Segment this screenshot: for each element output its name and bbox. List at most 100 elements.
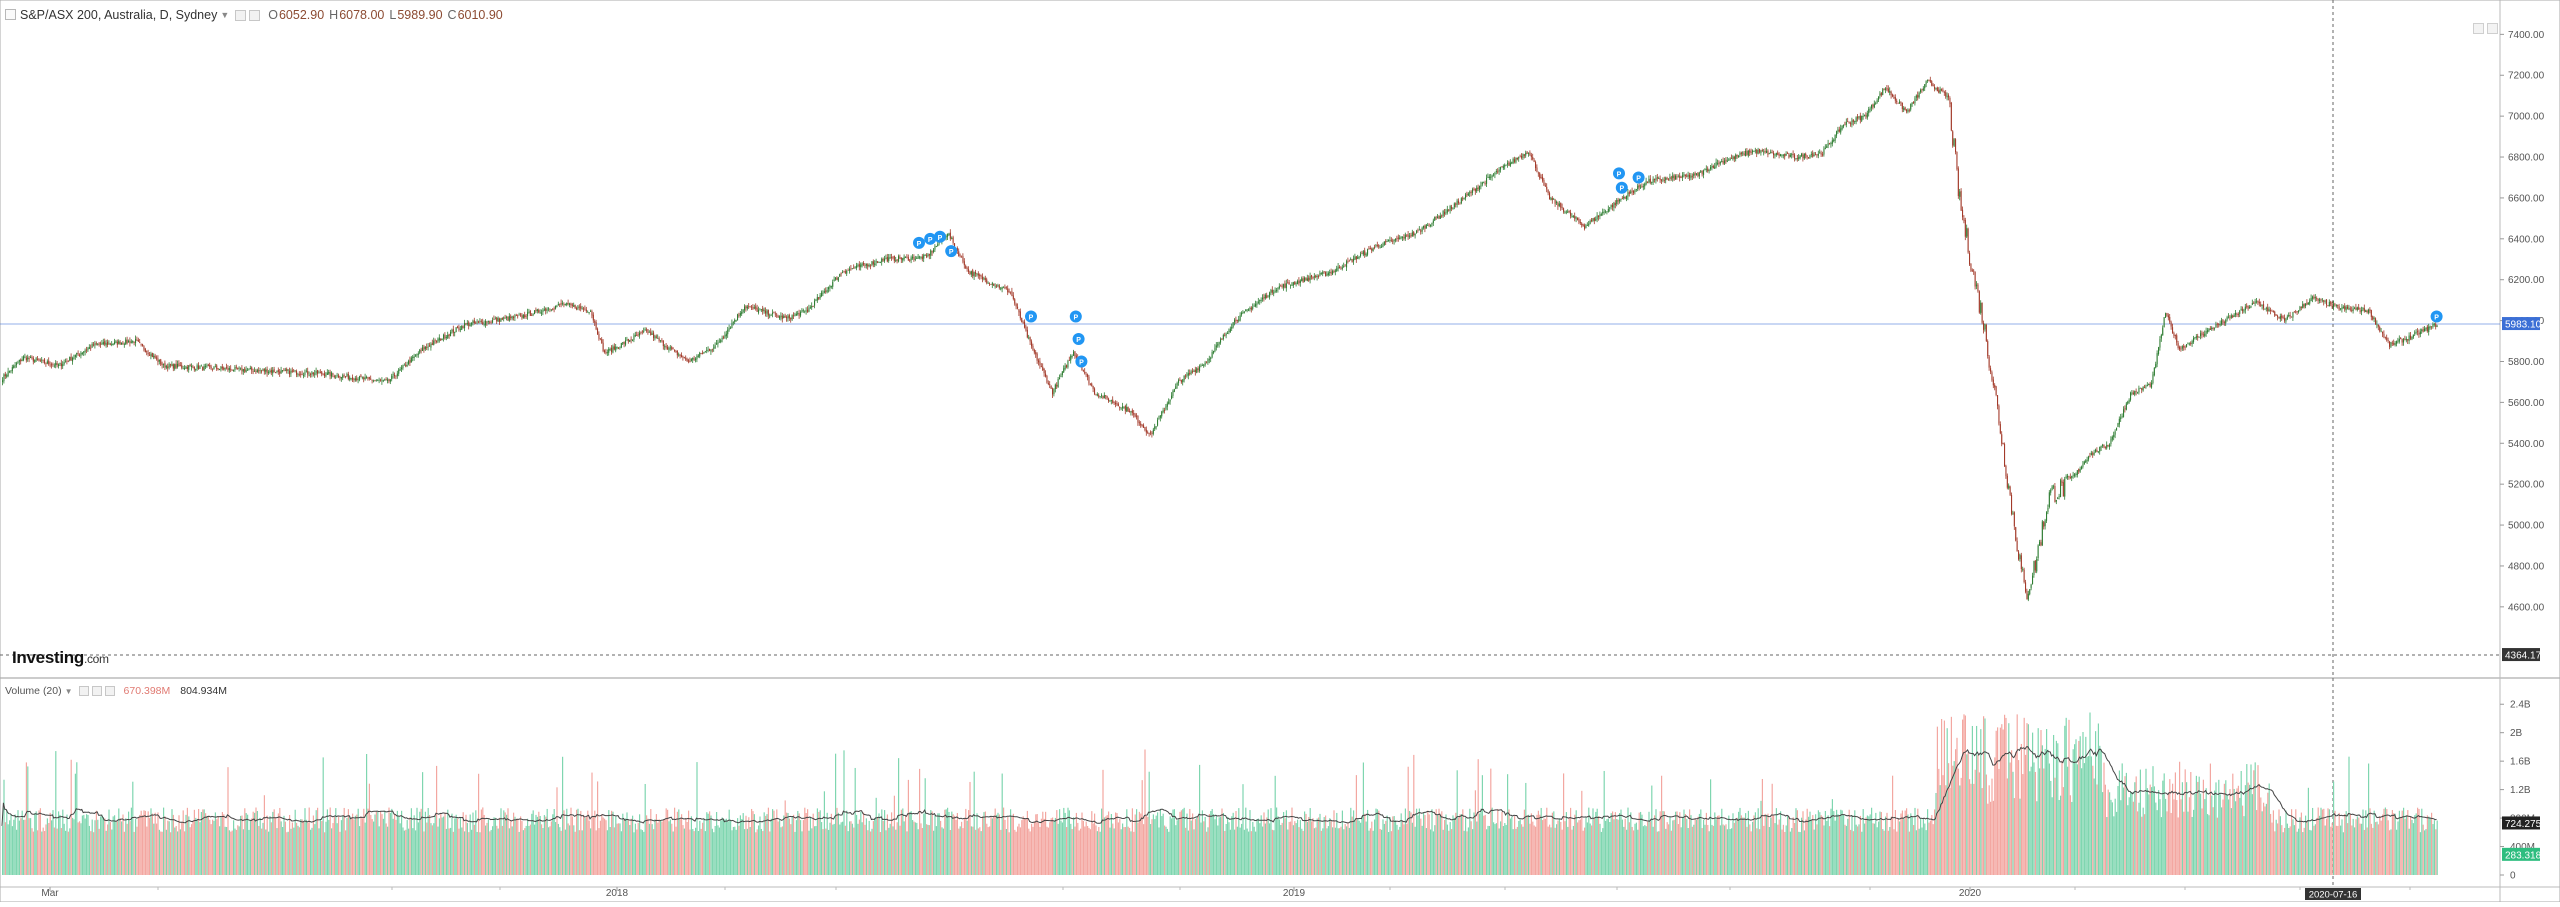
candle-body [925, 255, 926, 256]
candle-body [876, 261, 877, 263]
candle-body [1038, 361, 1039, 363]
candle-body [2375, 318, 2376, 324]
volume-bar [764, 812, 765, 875]
candle-body [1963, 218, 1964, 221]
candle-body [2236, 314, 2237, 315]
volume-bar [213, 821, 214, 875]
volume-bar [922, 828, 923, 875]
volume-bar [1930, 821, 1931, 875]
candle-body [775, 314, 776, 315]
volume-bar [1731, 828, 1732, 875]
candle-body [2077, 470, 2078, 475]
volume-bar [771, 819, 772, 875]
volume-bar [899, 826, 900, 875]
candle-body [376, 381, 377, 382]
candle-body [2189, 344, 2190, 345]
candle-body [1839, 130, 1840, 132]
candle-body [2410, 336, 2411, 339]
candle-body [184, 368, 185, 369]
volume-bar [1083, 821, 1084, 875]
candle-body [1765, 151, 1766, 152]
candle-body [2385, 337, 2386, 338]
volume-bar [517, 819, 518, 875]
candle-body [2140, 388, 2141, 389]
volume-bar [1973, 784, 1974, 875]
candle-body [139, 342, 140, 343]
candle-body [1083, 370, 1084, 371]
candle-body [344, 375, 345, 376]
volume-bar [240, 816, 241, 875]
candle-body [481, 321, 482, 322]
volume-bar [632, 816, 633, 875]
candle-body [1717, 163, 1718, 164]
candle-body [1539, 173, 1540, 178]
volume-bar [1716, 819, 1717, 875]
candle-body [1424, 226, 1425, 229]
volume-bar [64, 824, 65, 875]
candle-body [642, 331, 643, 332]
candle-body [583, 309, 584, 310]
candle-body [17, 362, 18, 363]
candle-body [562, 303, 563, 304]
candle-body [793, 315, 794, 316]
candle-body [2039, 542, 2040, 546]
candle-body [2368, 310, 2369, 313]
volume-bar [538, 812, 539, 875]
candle-body [237, 368, 238, 369]
volume-bar [1423, 812, 1424, 875]
volume-bar [149, 818, 150, 875]
candle-body [300, 374, 301, 375]
candle-body [962, 256, 963, 261]
volume-bar [594, 811, 595, 875]
candle-body [1063, 368, 1064, 372]
candle-body [2183, 346, 2184, 348]
candle-body [2101, 446, 2102, 447]
candle-body [503, 318, 504, 319]
candle-body [1529, 152, 1530, 155]
candle-body [2242, 309, 2243, 311]
volume-bar [92, 820, 93, 875]
volume-bar [716, 812, 717, 875]
candle-body [1304, 278, 1305, 282]
candle-body [1146, 430, 1147, 433]
volume-bar [1436, 809, 1437, 875]
candle-body [2099, 447, 2100, 452]
volume-bar [589, 821, 590, 875]
candle-body [986, 279, 987, 282]
volume-bar [1714, 812, 1715, 875]
candle-body [818, 297, 819, 299]
candle-body [2367, 311, 2368, 313]
candle-body [292, 370, 293, 371]
candle-body [23, 356, 24, 360]
volume-bar [58, 811, 59, 875]
volume-bar [937, 813, 938, 875]
candle-body [845, 271, 846, 273]
volume-bar [957, 813, 958, 875]
candle-body [1637, 186, 1638, 189]
candle-body [913, 257, 914, 260]
candle-body [881, 259, 882, 262]
candle-body [1042, 367, 1043, 370]
candle-body [461, 326, 462, 330]
candle-body [1849, 122, 1850, 123]
candle-body [484, 324, 485, 325]
volume-bar [1254, 827, 1255, 875]
volume-bar [1581, 791, 1582, 875]
candle-body [1007, 288, 1008, 292]
y-tick-label: 6200.00 [2508, 275, 2545, 286]
volume-bar [829, 823, 830, 875]
candle-body [2256, 301, 2257, 302]
volume-bar [1486, 829, 1487, 875]
candle-body [219, 369, 220, 370]
candle-body [1844, 124, 1845, 125]
volume-bar [954, 816, 955, 875]
candle-body [1927, 80, 1928, 81]
volume-bar [1520, 820, 1521, 875]
volume-bar [93, 832, 94, 875]
candle-body [1221, 339, 1222, 340]
candle-body [1956, 152, 1957, 169]
candle-body [660, 340, 661, 341]
candle-body [1157, 420, 1158, 426]
